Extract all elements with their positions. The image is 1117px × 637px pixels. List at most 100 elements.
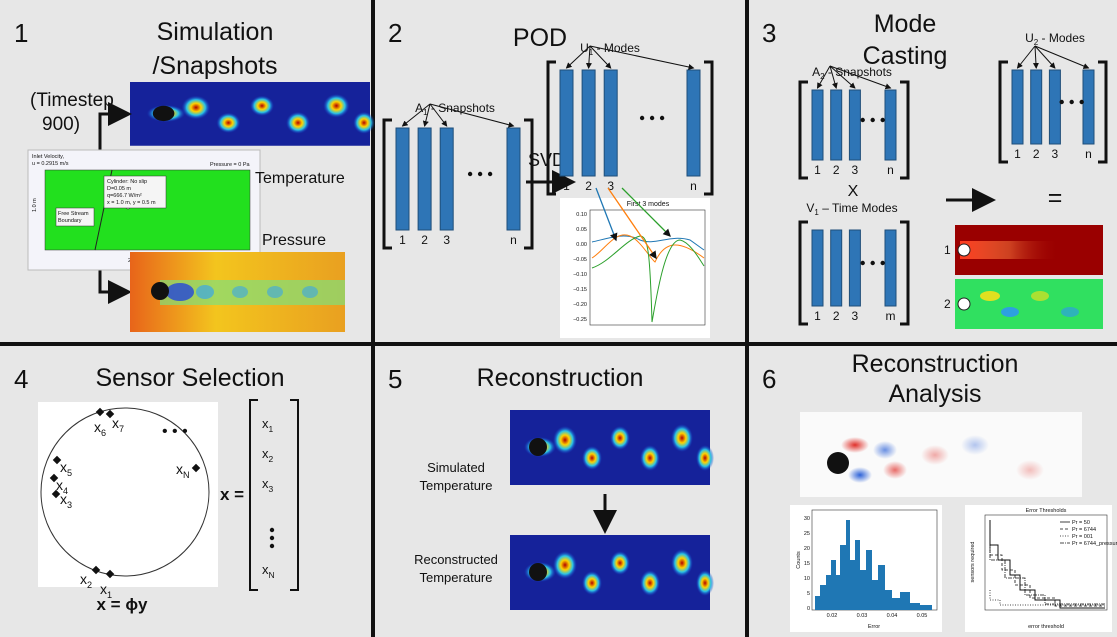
domain-text: q=666.7 W/m² — [107, 193, 142, 199]
mode-field — [955, 225, 1103, 275]
base: A — [812, 65, 820, 79]
column-bar — [849, 90, 860, 160]
column-label: n — [690, 179, 697, 193]
sub: N — [183, 470, 190, 480]
ellipsis-dot — [478, 172, 482, 176]
time-mode-matrix: 123m — [800, 222, 908, 324]
ellipsis-dot — [881, 118, 885, 122]
ellipsis-dot — [1070, 100, 1074, 104]
sub: 1 — [269, 424, 274, 434]
column-label: 1 — [1014, 147, 1021, 161]
ellipsis-dot — [1060, 100, 1064, 104]
column-label: n — [510, 233, 517, 247]
column-label: 2 — [421, 233, 428, 247]
domain-text: Boundary — [58, 218, 82, 224]
sub: 5 — [67, 468, 72, 478]
legend-label: Pr = 001 — [1072, 534, 1093, 540]
column-bar — [604, 70, 617, 176]
sub: 2 — [269, 454, 274, 464]
panel-number: 6 — [762, 364, 776, 394]
mode-number: 1 — [944, 243, 951, 257]
column-label: n — [887, 163, 894, 177]
y-tick-label: 10 — [804, 576, 810, 582]
x-tick-label: 0.04 — [887, 613, 898, 619]
axis-label: Counts — [796, 551, 802, 569]
domain-text: Cylinder: No slip — [107, 179, 147, 185]
y-tick-label: −0.15 — [573, 287, 587, 293]
y-tick-label: 5 — [807, 591, 810, 597]
axis-label: Error — [868, 624, 880, 630]
rest: – Time Modes — [819, 201, 898, 215]
base: U — [1025, 31, 1034, 45]
x-tick-label: 0.05 — [917, 613, 928, 619]
column-label: 2 — [585, 179, 592, 193]
panel-number: 3 — [762, 18, 776, 48]
ellipsis-dot — [660, 116, 664, 120]
base: x — [112, 415, 119, 431]
domain-text: x = 1.0 m, y = 0.5 m — [107, 200, 156, 206]
axis-label: sensors required — [970, 542, 976, 583]
y-tick-label: 20 — [804, 546, 810, 552]
field-label: Temperature — [255, 170, 345, 187]
column-label: 3 — [852, 163, 859, 177]
column-bar — [885, 230, 896, 306]
column-bar — [418, 128, 431, 230]
base: x — [60, 491, 67, 507]
column-bar — [582, 70, 595, 176]
column-bar — [507, 128, 520, 230]
modes-plot: First 3 modes 0.100.050.00−0.05−0.10−0.1… — [560, 188, 710, 338]
column-label: 1 — [814, 309, 821, 323]
panel-title: Reconstruction — [852, 350, 1019, 378]
error-field — [800, 412, 1082, 497]
matrix-label: V1 – Time Modes — [806, 201, 897, 217]
mode-number: 2 — [944, 297, 951, 311]
ellipsis-dot — [871, 261, 875, 265]
base: x — [60, 459, 67, 475]
equals-sign: = — [1048, 184, 1063, 212]
ellipsis-dot — [640, 116, 644, 120]
sub: 6 — [101, 428, 106, 438]
domain-text: 1.0 m — [32, 198, 38, 212]
axis-label: error threshold — [1028, 624, 1064, 630]
y-tick-label: 30 — [804, 516, 810, 522]
matrix-label: A2 - Snapshots — [812, 65, 892, 81]
column-label: 3 — [443, 233, 450, 247]
y-tick-label: 0 — [807, 606, 810, 612]
y-tick-label: −0.20 — [573, 302, 587, 308]
panel-number: 2 — [388, 18, 402, 48]
column-label: 3 — [1052, 147, 1059, 161]
sub: 2 — [87, 580, 92, 590]
timestep-label: 900) — [42, 114, 80, 135]
column-label: 1 — [563, 179, 570, 193]
legend-label: Pr = 50 — [1072, 520, 1090, 526]
y-tick-label: 0.10 — [576, 212, 587, 218]
column-bar — [396, 128, 409, 230]
x-tick-label: 0.03 — [857, 613, 868, 619]
panel-title: Analysis — [888, 380, 981, 408]
timestep-label: (Timestep — [30, 90, 114, 111]
panel-title: Simulation — [157, 18, 274, 46]
column-bar — [440, 128, 453, 230]
ellipsis-dot — [270, 544, 274, 548]
mode-field — [955, 279, 1103, 329]
column-bar — [1083, 70, 1094, 144]
ellipsis-dot — [881, 261, 885, 265]
field-label: Reconstructed — [414, 552, 498, 567]
temperature-field — [130, 82, 375, 146]
ellipsis-dot — [861, 261, 865, 265]
column-label: 3 — [607, 179, 614, 193]
base: x — [94, 419, 101, 435]
legend-label: Pr = 6744 — [1072, 527, 1096, 533]
panel-title: Reconstruction — [477, 364, 644, 392]
panel-number: 1 — [14, 18, 28, 48]
x-tick-label: 0.02 — [827, 613, 838, 619]
column-bar — [849, 230, 860, 306]
plot-title: Error Thresholds — [1026, 508, 1067, 514]
panel-title: Sensor Selection — [95, 364, 284, 392]
y-tick-label: 15 — [804, 561, 810, 567]
column-bar — [1031, 70, 1042, 144]
panel-number: 4 — [14, 364, 28, 394]
panel-title: Mode — [874, 10, 937, 38]
base: x — [176, 461, 183, 477]
column-label: 3 — [852, 309, 859, 323]
